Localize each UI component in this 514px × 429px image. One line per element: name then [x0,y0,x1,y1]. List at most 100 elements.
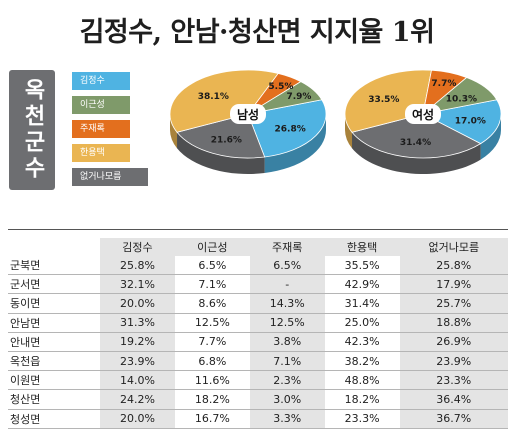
row-label: 옥천읍 [8,351,100,372]
table-cell: 6.5% [249,256,325,276]
table-row: 안남면 31.3% 12.5% 12.5% 25.0% 18.8% [8,313,508,333]
row-label: 안남면 [8,313,100,333]
pie-center-label: 여성 [412,107,434,122]
table-row: 동이면 20.0% 8.6% 14.3% 31.4% 25.7% [8,293,508,314]
pie-slice [421,99,502,145]
row-label: 군서면 [8,274,100,295]
table-cell: 32.1% [100,274,175,295]
table-cell: 25.8% [100,256,175,276]
center-label-bg [405,104,441,124]
slice-value-label: 26.8% [275,124,306,134]
table-cell: 6.5% [174,256,250,276]
table-cell: 18.2% [324,389,400,410]
slice-value-label: 10.3% [446,94,477,104]
table-cell: 7.7% [174,332,250,352]
slice-value-label: 5.5% [268,82,293,92]
table-row: 안내면 19.2% 7.7% 3.8% 42.3% 26.9% [8,332,508,352]
table-cell: 26.9% [399,332,508,352]
region-label: 옥천군수 [9,70,55,190]
legend-item: 한용택 [72,144,130,162]
pie-slice [421,77,498,115]
table-row: 이원면 14.0% 11.6% 2.3% 48.8% 23.3% [8,370,508,391]
pie-slice-side [177,132,265,174]
table-cell: 11.6% [174,370,250,391]
pie-slice [351,113,482,159]
table-cell: 24.2% [100,389,175,410]
table-cell: 48.8% [324,370,400,391]
table-cell: 14.3% [249,293,325,314]
table-corner [8,238,100,256]
row-label: 안내면 [8,332,100,352]
slice-value-label: 21.6% [211,135,242,145]
pie-chart-male: 26.8% 21.6% 38.1% 5.5%7.9% 남성 [169,69,327,174]
pie-slice [247,81,323,115]
table-cell: 23.3% [399,370,508,391]
table-row: 청산면 24.2% 18.2% 3.0% 18.2% 36.4% [8,389,508,410]
table-cell: - [249,274,325,295]
table-cell: 25.7% [399,293,508,314]
table-cell: 42.9% [324,274,400,295]
results-table: 김정수 이근성 주재록 한용택 없거나모름 군북면 25.8% 6.5% 6.5% 35.5% 2… [8,238,508,429]
slice-value-label: 31.4% [400,138,431,148]
table-cell: 2.3% [249,370,325,391]
pie-slice-side [352,132,481,174]
column-header: 주재록 [249,238,325,256]
column-header: 없거나모름 [399,238,508,256]
row-label: 이원면 [8,370,100,391]
table-cell: 18.8% [399,313,508,333]
table-cell: 35.5% [324,256,400,276]
legend-item: 김정수 [72,72,130,90]
column-header: 이근성 [174,238,250,256]
column-header: 한용택 [324,238,400,256]
slice-value-label: 33.5% [368,95,399,105]
table-cell: 31.3% [100,313,175,333]
table-cell: 38.2% [324,351,400,372]
table-cell: 36.4% [399,389,508,410]
table-top-rule [8,229,508,230]
page-title: 김정수, 안남·청산면 지지율 1위 [79,17,435,48]
slice-value-label: 17.0% [455,117,486,127]
column-header: 김정수 [100,238,175,256]
table-cell: 6.8% [174,351,250,372]
legend-item: 이근성 [72,96,130,114]
table-cell: 42.3% [324,332,400,352]
slice-value-label: 7.9% [286,92,311,102]
table-cell: 20.0% [100,293,175,314]
table-cell: 23.9% [100,351,175,372]
table-cell: 12.5% [174,313,250,333]
table-cell: 31.4% [324,293,400,314]
row-label: 동이면 [8,293,100,314]
pie-slice-side [170,114,178,149]
table-cell: 3.0% [249,389,325,410]
slice-value-label: 38.1% [198,92,229,102]
legend-item: 없거나모름 [72,168,148,186]
table-cell: 3.8% [249,332,325,352]
row-label: 청산면 [8,389,100,410]
pie-slice [247,99,327,158]
center-label-bg [230,104,266,124]
table-cell: 8.6% [174,293,250,314]
pie-slice [176,113,266,159]
table-cell: 25.8% [399,256,508,276]
table-row: 군서면 32.1% 7.1% -42.9% 17.9% [8,274,508,295]
pie-charts: 26.8% 21.6% 38.1% 5.5% 7.9% 남성 17.0% 31.4% 33.5%… [158,62,514,190]
table-cell: 12.5% [249,313,325,333]
table-cell: 18.2% [174,389,250,410]
table-row: 옥천읍 23.9% 6.8% 7.1% 38.2% 23.9% [8,351,508,372]
pie-slice-side [480,114,501,160]
pie-slice-side [345,114,353,149]
legend-item: 주재록 [72,120,130,138]
slice-value-label: 7.7% [431,79,456,89]
table-cell: 7.1% [249,351,325,372]
table-cell: 17.9% [399,274,508,295]
pie-slice-side [264,114,326,173]
table-header-row: 김정수 이근성 주재록 한용택 없거나모름 [8,238,508,256]
table-cell: 7.1% [174,274,250,295]
pie-chart-female: 17.0% 31.4% 33.5% 7.7% 10.3% 여성 [344,69,502,174]
table-cell: 23.9% [399,351,508,372]
table-cell: 14.0% [100,370,175,391]
table-row: 군북면 25.8% 6.5% 6.5% 35.5% 25.8% [8,256,508,276]
table-cell: 19.2% [100,332,175,352]
pie-slice [169,69,279,133]
